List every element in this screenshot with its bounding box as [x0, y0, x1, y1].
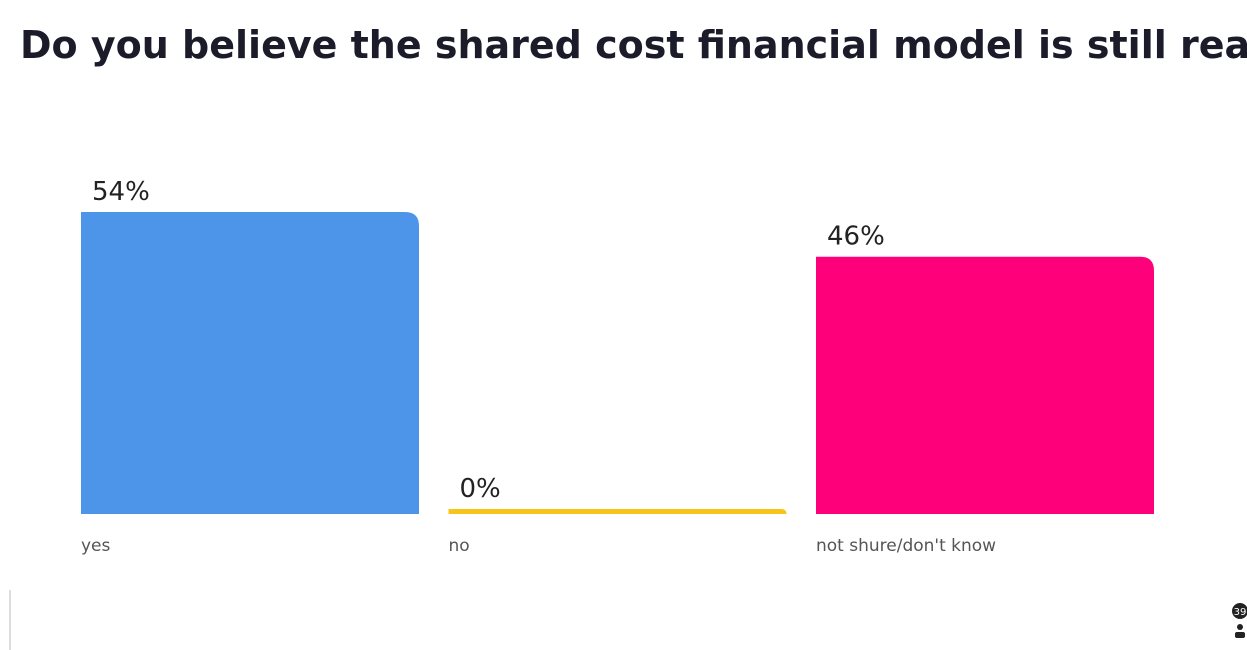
- participants: 39: [1232, 603, 1247, 638]
- person-icon-body: [1235, 632, 1245, 638]
- person-icon-head: [1237, 624, 1243, 630]
- chart-title: Do you believe the shared cost financial…: [20, 23, 1247, 67]
- category-label: no: [449, 536, 470, 556]
- value-label: 54%: [92, 177, 150, 207]
- participant-count: 39: [1234, 607, 1247, 618]
- value-label: 0%: [460, 474, 501, 504]
- category-label: not shure/don't know: [816, 536, 996, 556]
- bar: [81, 212, 419, 514]
- value-label: 46%: [827, 222, 885, 252]
- bar: [448, 509, 787, 514]
- category-label: yes: [81, 536, 111, 556]
- participant-badge: [1232, 603, 1247, 619]
- bar: [816, 256, 1154, 514]
